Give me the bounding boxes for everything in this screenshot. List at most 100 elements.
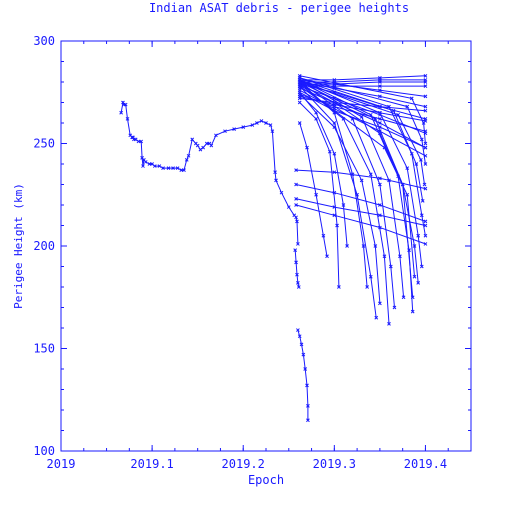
debris-track [297,78,424,269]
data-point [294,203,298,207]
data-point [297,73,302,78]
data-point [419,213,424,218]
data-point [294,260,298,265]
track-line [299,77,426,165]
data-point [314,117,318,121]
data-point [423,108,428,113]
data-point [387,322,391,326]
data-point [250,123,255,127]
data-point [387,178,391,183]
data-point [179,168,184,173]
data-point [419,264,424,269]
x-tick-label: 2019 [47,457,76,471]
x-tick-label: 2019.2 [222,457,265,471]
data-point [388,264,393,269]
data-point [361,244,366,248]
data-point [423,80,428,84]
data-point [401,295,406,300]
data-point [123,102,128,107]
y-tick-label: 200 [33,239,55,253]
axes: 2019 2019.1 2019.2 2019.3 2019.4 100 150 200 250… [33,34,472,471]
data-point [392,305,397,310]
data-point [294,182,298,187]
data-point [279,190,284,195]
data-point [378,203,382,207]
data-point [332,108,337,113]
data-point [255,121,259,125]
data-point [421,121,426,125]
data-point [204,141,209,146]
data-point [306,404,310,408]
data-point [412,274,417,279]
data-point [241,125,246,129]
data-point [332,100,337,105]
data-point [335,223,339,228]
debris-track [297,73,428,146]
track-line [299,91,426,149]
data-point [341,203,346,207]
data-point [294,215,298,220]
data-point [355,192,359,197]
data-point [294,168,298,173]
x-tick-label: 2019.1 [130,457,173,471]
chart-title: Indian ASAT debris - perigee heights [149,1,409,15]
data-point [157,164,162,168]
data-point [299,342,304,347]
data-point [259,119,264,123]
data-point [414,162,419,166]
data-point [378,80,382,84]
data-point [175,166,180,170]
track-line [299,81,426,85]
data-point [405,192,410,197]
y-tick-label: 100 [33,444,55,458]
data-point [416,281,421,285]
data-point [350,117,355,121]
data-point [382,145,387,150]
data-point [378,110,382,115]
data-point [152,164,157,168]
track-line [295,204,426,245]
data-point [391,108,396,113]
data-point [378,121,382,125]
data-point [412,244,417,248]
data-point [365,285,369,289]
track-line [295,198,426,226]
data-point [423,223,428,228]
data-point [296,281,300,285]
data-point [314,110,318,115]
data-point [125,117,130,121]
debris-track [296,328,310,423]
track-line [299,79,424,201]
data-point [171,166,175,170]
data-point [139,139,144,144]
y-tick-label: 300 [33,34,55,48]
data-point [293,248,298,252]
data-point [378,88,382,93]
data-point [423,104,428,109]
data-point [332,125,337,129]
data-point [306,418,310,423]
data-point [209,143,214,148]
data-point [223,129,227,134]
data-point [332,151,337,156]
data-point [423,145,428,150]
data-point [270,129,275,134]
data-point [378,94,382,99]
data-point [378,182,382,187]
data-point [378,213,382,218]
data-point [422,182,427,187]
data-point [423,141,428,146]
data-point [321,233,326,238]
data-point [398,254,402,259]
x-axis-label: Epoch [248,473,284,487]
data-point [423,219,428,224]
data-point [374,315,379,320]
data-point [297,121,302,125]
x-tick-label: 2019.3 [313,457,356,471]
data-point [359,178,364,183]
data-point [368,172,373,177]
data-point [359,114,364,119]
data-point [190,137,195,142]
data-point [419,137,424,142]
